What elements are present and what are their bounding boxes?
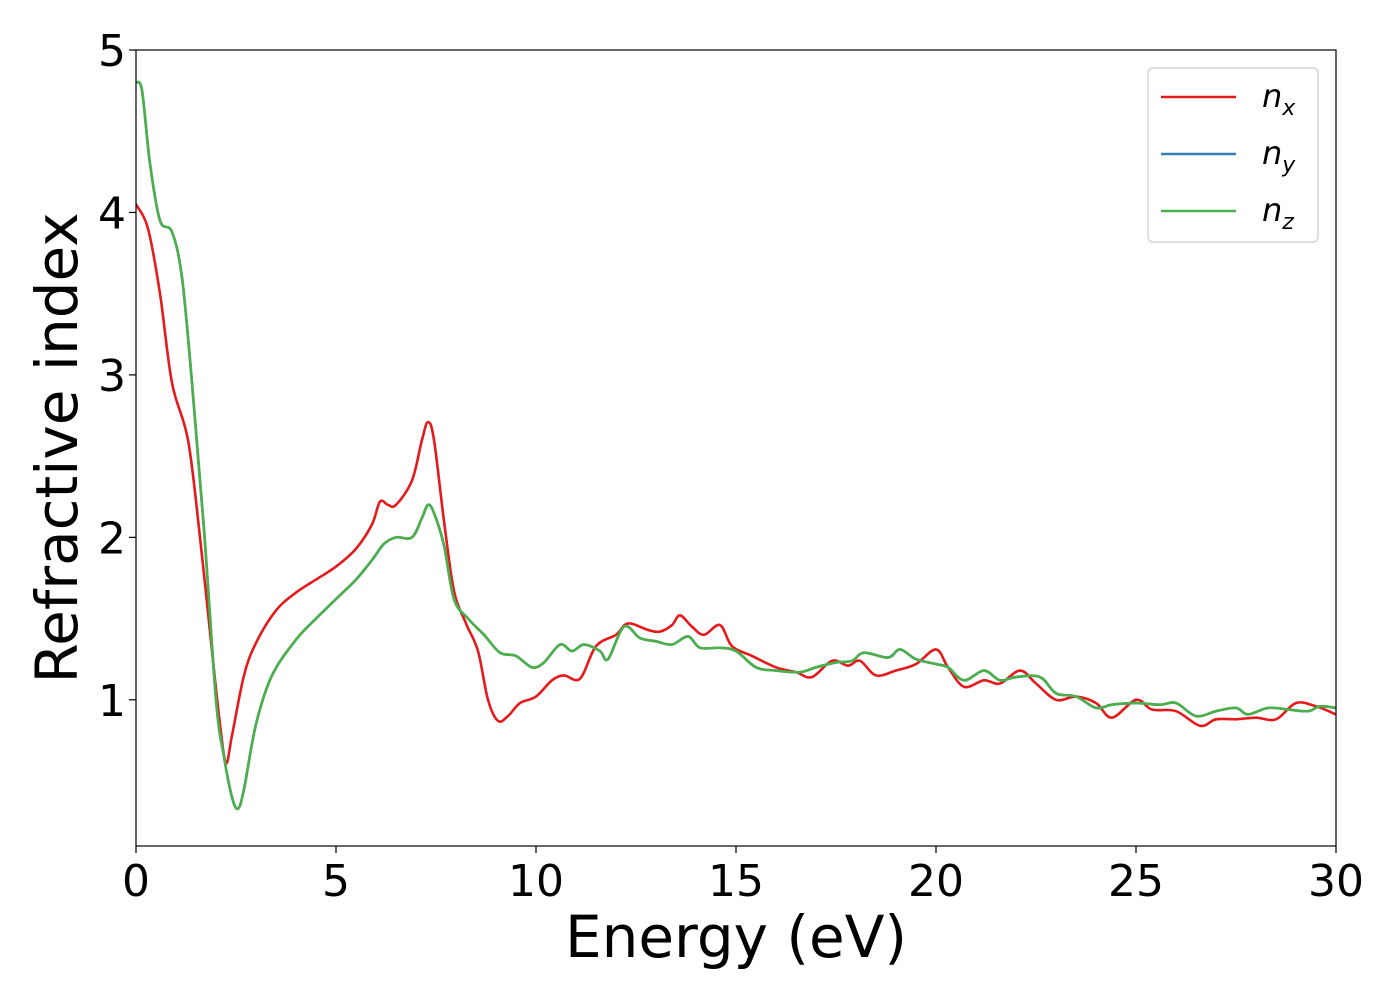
- x-tick-label: 30: [1308, 856, 1364, 907]
- y-axis-title: Refractive index: [23, 212, 91, 683]
- legend-label-n-y: ny: [1262, 134, 1296, 178]
- y-tick-label: 3: [98, 351, 126, 402]
- legend-label-n-x: nx: [1262, 77, 1296, 121]
- legend-items: nx ny nz: [1161, 77, 1296, 235]
- x-tick-label: 15: [708, 856, 764, 907]
- x-axis-title: Energy (eV): [565, 903, 907, 971]
- y-tick-label: 4: [98, 188, 126, 239]
- x-tick-label: 20: [908, 856, 964, 907]
- legend-label-n-z: nz: [1262, 191, 1294, 235]
- series-line-n-x: [136, 203, 1336, 765]
- x-axis-ticks: 0 5 10 15 20 25 30: [122, 846, 1364, 907]
- y-tick-label: 1: [98, 676, 126, 727]
- x-tick-label: 10: [508, 856, 564, 907]
- y-tick-label: 5: [98, 26, 126, 77]
- series-layer: [136, 80, 1336, 811]
- legend: nx ny nz: [1147, 67, 1319, 243]
- y-axis-ticks: 1 2 3 4 5: [98, 26, 136, 727]
- series-line-n-z: [136, 80, 1336, 811]
- x-tick-label: 5: [322, 856, 350, 907]
- x-tick-label: 25: [1108, 856, 1164, 907]
- x-tick-label: 0: [122, 856, 150, 907]
- y-tick-label: 2: [98, 513, 126, 564]
